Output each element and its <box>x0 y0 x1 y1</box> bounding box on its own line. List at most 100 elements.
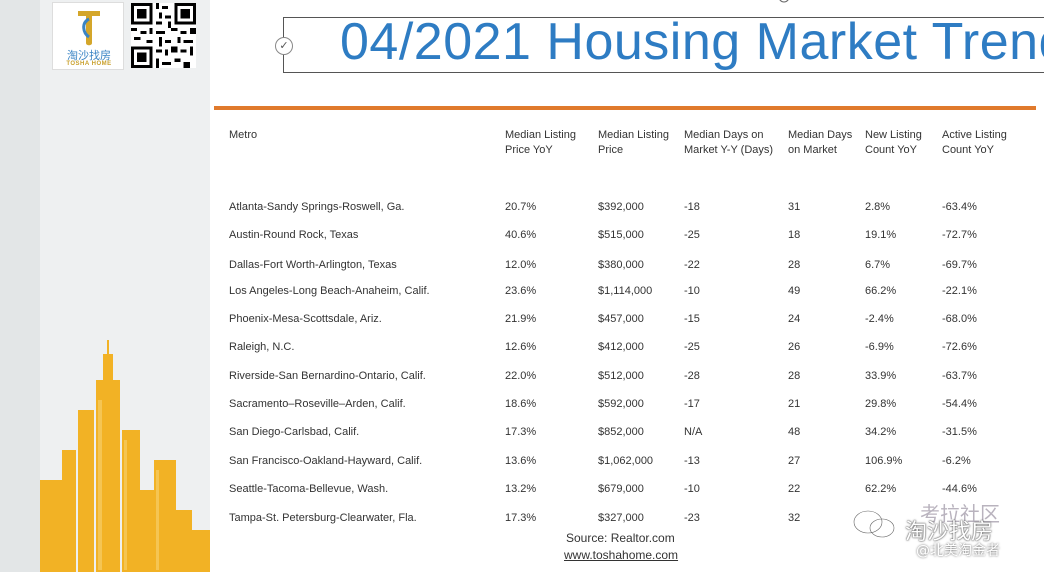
table-cell-price: $515,000 <box>598 229 644 241</box>
table-cell-price-yoy: 17.3% <box>505 512 537 524</box>
tosha-logo-icon <box>78 11 100 46</box>
city-skyline-illustration <box>40 340 210 572</box>
watermark-handle: @北美淘金者 <box>916 543 1000 559</box>
table-cell-days-yy: -10 <box>684 483 700 495</box>
table-cell-days: 28 <box>788 370 801 382</box>
table-cell-active-listing-yoy: -63.4% <box>942 201 977 213</box>
table-cell-days: 28 <box>788 259 801 271</box>
table-cell-price-yoy: 17.3% <box>505 426 537 438</box>
table-cell-metro: San Diego-Carlsbad, Calif. <box>229 426 360 438</box>
table-cell-metro: Los Angeles-Long Beach-Anaheim, Calif. <box>229 285 430 297</box>
table-cell-new-listing-yoy: 106.9% <box>865 455 903 467</box>
table-cell-new-listing-yoy: 2.8% <box>865 201 891 213</box>
logo-chinese-text: 淘沙找房 <box>67 49 111 62</box>
left-strip <box>0 0 40 572</box>
table-cell-price-yoy: 22.0% <box>505 370 537 382</box>
table-cell-new-listing-yoy: 62.2% <box>865 483 897 495</box>
table-cell-active-listing-yoy: -22.1% <box>942 285 977 297</box>
brand-logo: 淘沙找房 TOSHA HOME <box>52 2 124 70</box>
table-cell-price-yoy: 23.6% <box>505 285 537 297</box>
table-cell-active-listing-yoy: -31.5% <box>942 426 977 438</box>
table-cell-price-yoy: 13.2% <box>505 483 537 495</box>
logo-english-text: TOSHA HOME <box>66 61 112 67</box>
table-cell-days: 27 <box>788 455 801 467</box>
table-cell-price: $1,114,000 <box>598 285 653 297</box>
table-cell-new-listing-yoy: 6.7% <box>865 259 891 271</box>
table-cell-price: $592,000 <box>598 398 644 410</box>
table-cell-metro: Tampa-St. Petersburg-Clearwater, Fla. <box>229 512 417 524</box>
table-cell-days: 48 <box>788 426 801 438</box>
table-cell-days-yy: -22 <box>684 259 700 271</box>
table-cell-days: 24 <box>788 313 801 325</box>
table-cell-price: $1,062,000 <box>598 455 654 467</box>
table-cell-new-listing-yoy: 33.9% <box>865 370 897 382</box>
table-cell-price: $679,000 <box>598 483 644 495</box>
header-active-listing-yoy: Active Listing Count YoY <box>942 129 1007 156</box>
table-cell-days: 21 <box>788 398 801 410</box>
title-divider <box>214 106 1036 110</box>
check-icon[interactable]: ✓ <box>275 37 293 55</box>
table-cell-price: $412,000 <box>598 341 644 353</box>
table-cell-days-yy: N/A <box>684 426 703 438</box>
table-cell-days: 22 <box>788 483 801 495</box>
table-cell-metro: San Francisco-Oakland-Hayward, Calif. <box>229 455 423 467</box>
table-cell-price-yoy: 21.9% <box>505 313 537 325</box>
table-cell-metro: Seattle-Tacoma-Bellevue, Wash. <box>229 483 389 495</box>
table-cell-price: $852,000 <box>598 426 644 438</box>
table-cell-price-yoy: 18.6% <box>505 398 537 410</box>
table-cell-active-listing-yoy: -54.4% <box>942 398 977 410</box>
table-cell-days-yy: -18 <box>684 201 700 213</box>
table-cell-active-listing-yoy: -72.7% <box>942 229 977 241</box>
table-cell-metro: Riverside-San Bernardino-Ontario, Calif. <box>229 370 426 382</box>
wechat-icon <box>853 510 895 538</box>
source-text: Source: Realtor.com <box>566 531 675 545</box>
table-cell-days-yy: -28 <box>684 370 700 382</box>
table-cell-days-yy: -17 <box>684 398 700 410</box>
table-cell-days: 31 <box>788 201 801 213</box>
table-cell-price: $392,000 <box>598 201 644 213</box>
table-cell-metro: Sacramento–Roseville–Arden, Calif. <box>229 398 406 410</box>
resize-handle-icon[interactable] <box>777 0 791 4</box>
table-cell-price-yoy: 20.7% <box>505 201 537 213</box>
table-cell-active-listing-yoy: -6.2% <box>942 455 971 467</box>
table-cell-price: $457,000 <box>598 313 644 325</box>
watermark-community: 考拉社区 <box>920 502 1000 526</box>
table-cell-active-listing-yoy: -72.6% <box>942 341 977 353</box>
header-new-listing-yoy: New Listing Count YoY <box>865 129 922 156</box>
table-cell-price-yoy: 12.0% <box>505 259 537 271</box>
table-cell-metro: Raleigh, N.C. <box>229 341 295 353</box>
table-cell-days: 49 <box>788 285 801 297</box>
header-metro: Metro <box>229 129 258 141</box>
table-cell-days-yy: -15 <box>684 313 700 325</box>
header-median-listing-price: Median Listing Price <box>598 129 669 156</box>
table-cell-new-listing-yoy: -6.9% <box>865 341 894 353</box>
table-cell-days-yy: -10 <box>684 285 700 297</box>
table-cell-new-listing-yoy: -2.4% <box>865 313 894 325</box>
table-cell-new-listing-yoy: 66.2% <box>865 285 897 297</box>
table-cell-active-listing-yoy: -68.0% <box>942 313 977 325</box>
data-table <box>214 110 1036 568</box>
page-title: 04/2021 Housing Market Trend <box>340 13 1044 71</box>
website-link[interactable]: www.toshahome.com <box>564 548 679 562</box>
table-cell-active-listing-yoy: -44.6% <box>942 483 977 495</box>
table-cell-metro: Austin-Round Rock, Texas <box>229 229 359 241</box>
table-cell-days-yy: -13 <box>684 455 700 467</box>
table-cell-new-listing-yoy: 34.2% <box>865 426 897 438</box>
title-box[interactable] <box>283 17 1044 73</box>
table-cell-price: $380,000 <box>598 259 644 271</box>
table-cell-price-yoy: 13.6% <box>505 455 537 467</box>
table-cell-metro: Dallas-Fort Worth-Arlington, Texas <box>229 259 397 271</box>
table-cell-price-yoy: 12.6% <box>505 341 537 353</box>
header-median-listing-price-yoy: Median Listing Price YoY <box>505 129 576 156</box>
qr-code-icon <box>131 3 196 68</box>
table-cell-days-yy: -25 <box>684 341 700 353</box>
table-cell-days: 26 <box>788 341 801 353</box>
table-cell-metro: Phoenix-Mesa-Scottsdale, Ariz. <box>229 313 382 325</box>
table-cell-days: 32 <box>788 512 801 524</box>
table-cell-days: 18 <box>788 229 801 241</box>
table-cell-days-yy: -25 <box>684 229 700 241</box>
table-cell-active-listing-yoy: -63.7% <box>942 370 977 382</box>
header-median-days: Median Days on Market <box>788 129 853 156</box>
table-cell-price: $327,000 <box>598 512 644 524</box>
table-cell-new-listing-yoy: 19.1% <box>865 229 897 241</box>
